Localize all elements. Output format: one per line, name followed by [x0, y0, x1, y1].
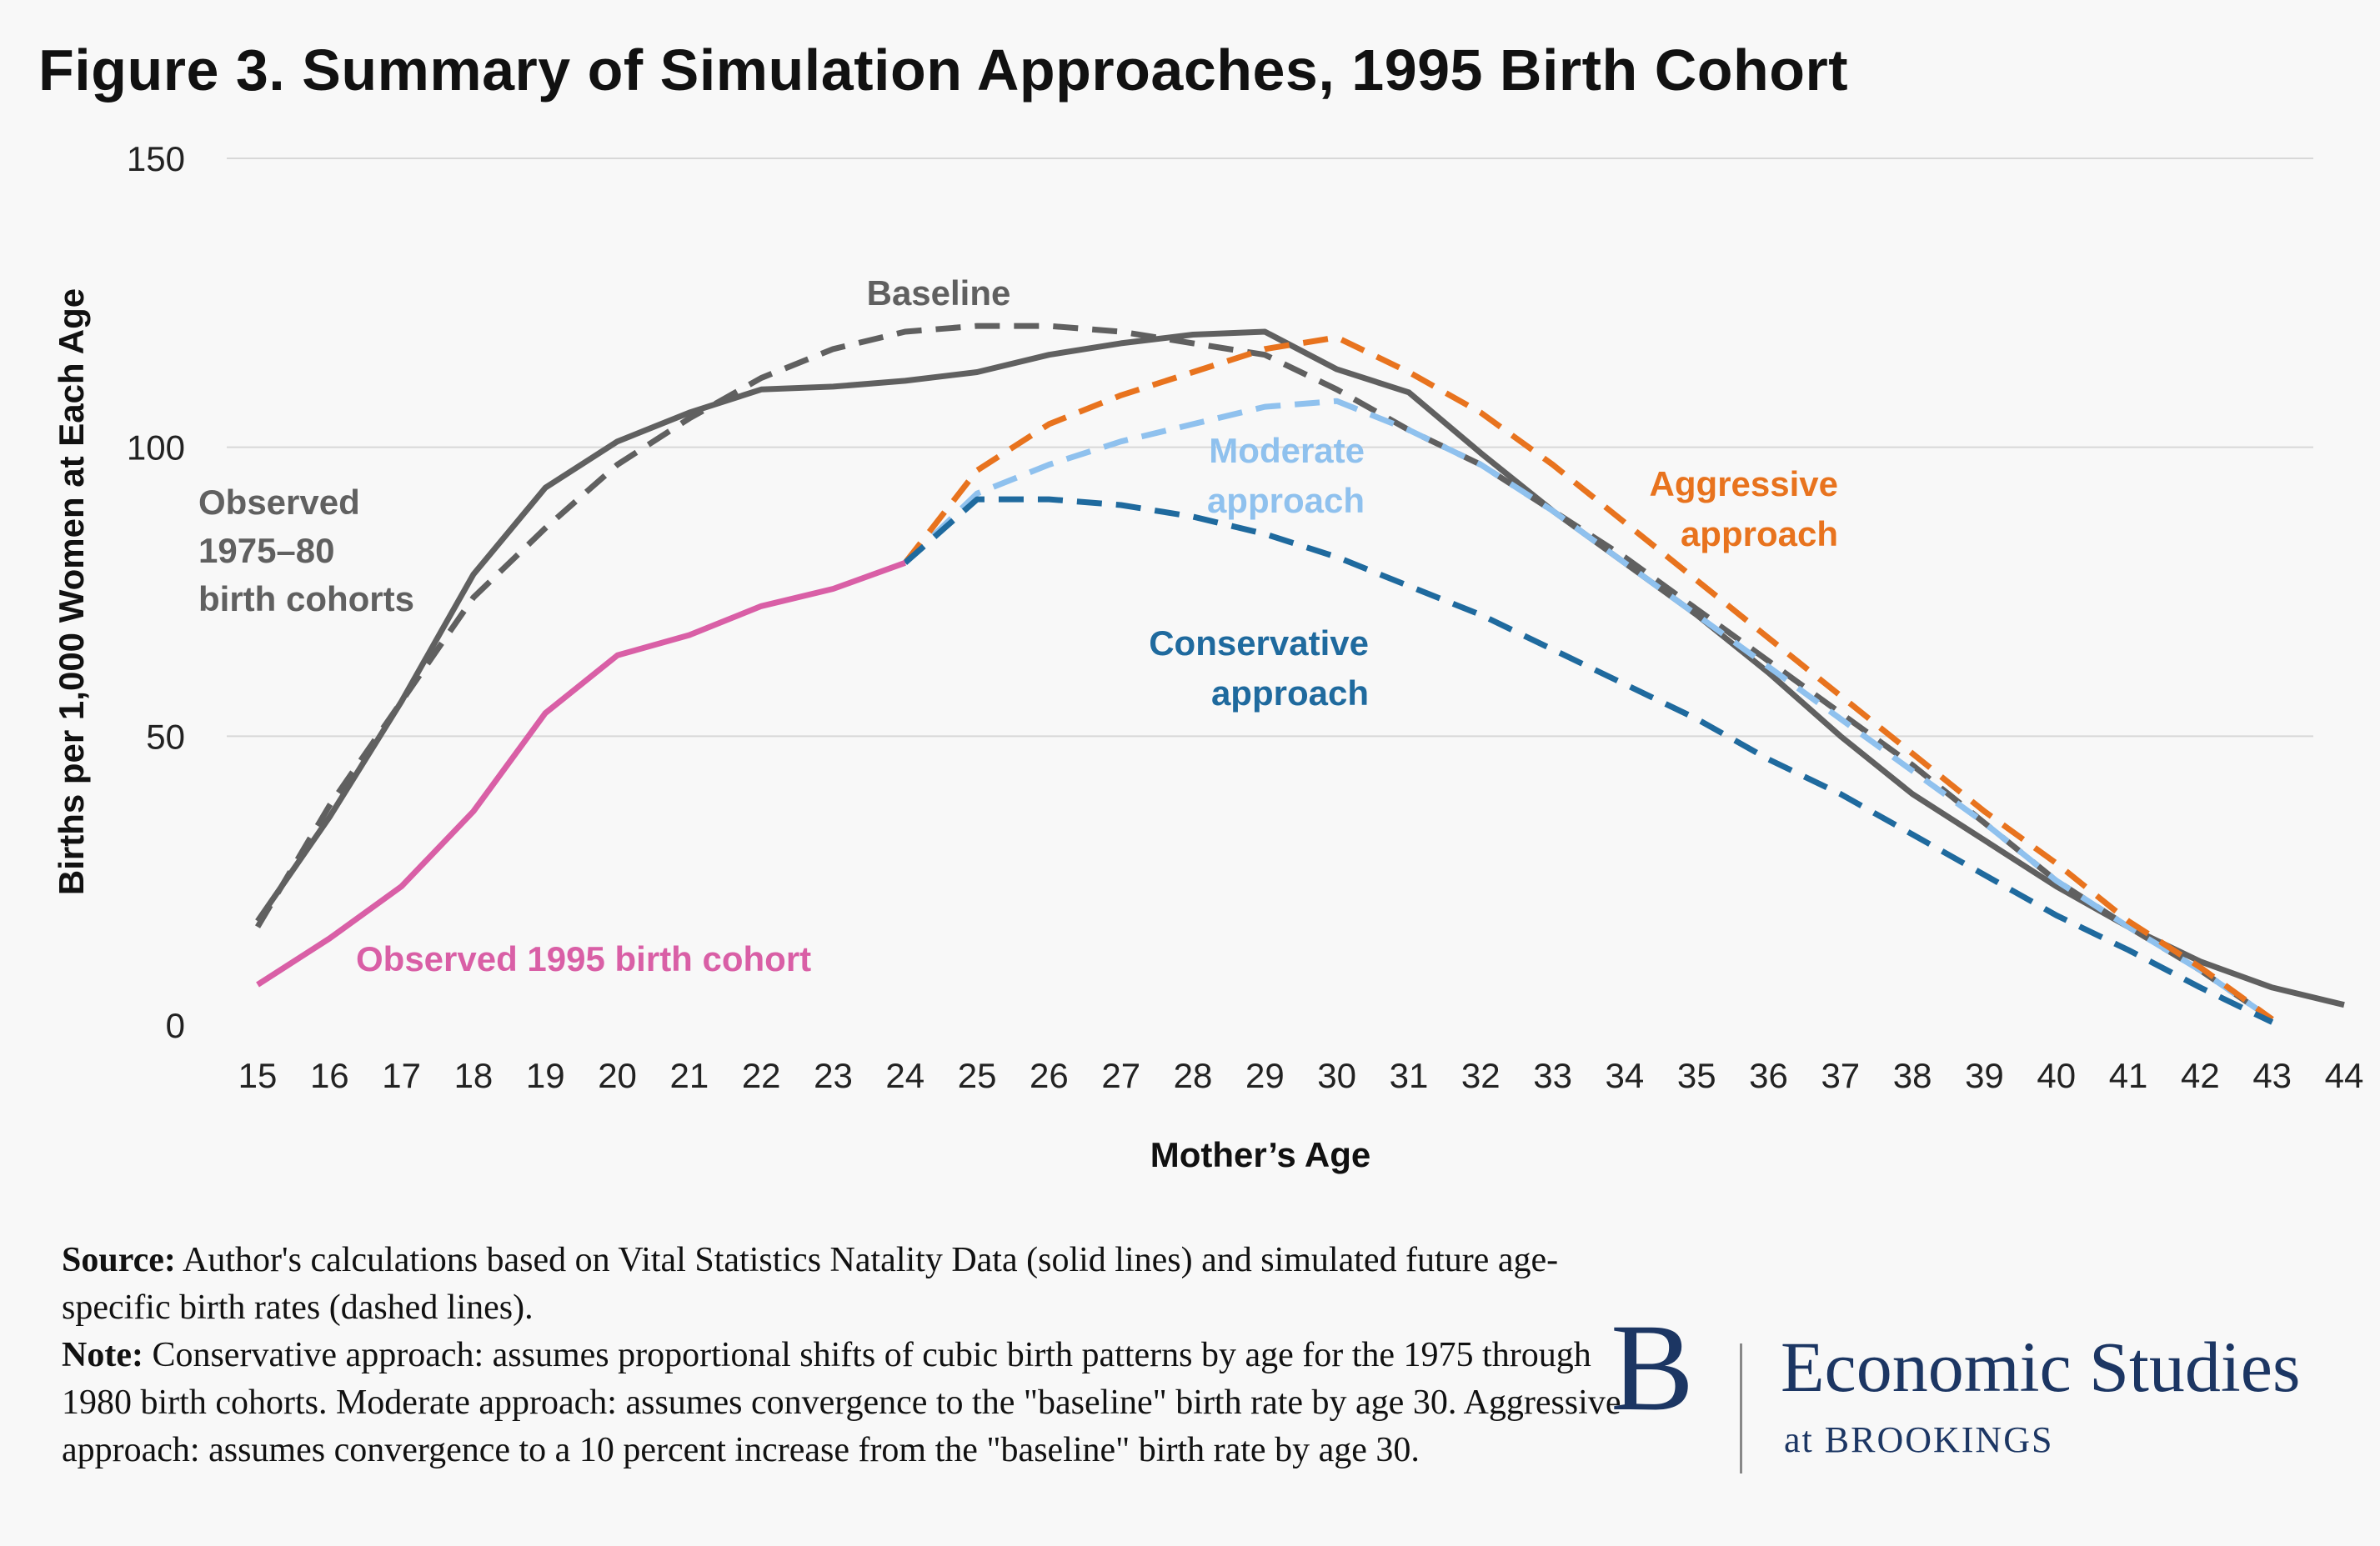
series-label-3: Conservative approach — [1149, 623, 1369, 713]
x-tick-33: 33 — [1533, 1056, 1572, 1095]
chart-notes: Source: Author's calculations based on V… — [62, 1237, 1629, 1474]
x-tick-30: 30 — [1317, 1056, 1356, 1095]
x-tick-17: 17 — [382, 1056, 421, 1095]
logo-sub-text: at BROOKINGS — [1784, 1419, 2054, 1460]
x-tick-35: 35 — [1677, 1056, 1716, 1095]
y-tick-50: 50 — [146, 717, 185, 756]
x-tick-36: 36 — [1749, 1056, 1788, 1095]
series-label-1: Baseline — [867, 273, 1011, 313]
x-tick-26: 26 — [1030, 1056, 1069, 1095]
series-line-2 — [256, 560, 906, 988]
chart-title: Figure 3. Summary of Simulation Approach… — [38, 38, 1849, 103]
x-tick-15: 15 — [238, 1056, 278, 1095]
series-label-5: Aggressive approach — [1650, 464, 1838, 553]
series-line-4 — [903, 398, 2274, 1022]
x-tick-37: 37 — [1821, 1056, 1860, 1095]
x-tick-40: 40 — [2037, 1056, 2076, 1095]
logo-main-text: Economic Studies — [1781, 1327, 2301, 1407]
note-text: Conservative approach: assumes proportio… — [62, 1336, 1621, 1469]
series-label-line: approach — [1207, 481, 1365, 520]
source-text: Author's calculations based on Vital Sta… — [62, 1241, 1559, 1327]
series-label-line: Observed — [198, 483, 360, 522]
x-tick-18: 18 — [454, 1056, 494, 1095]
x-tick-31: 31 — [1390, 1056, 1429, 1095]
series-label-0: Observed 1975–80 birth cohorts — [198, 483, 414, 618]
y-tick-0: 0 — [166, 1006, 185, 1045]
brookings-logo-letter: B — [1611, 1298, 1695, 1437]
x-axis-label: Mother’s Age — [1150, 1135, 1370, 1174]
x-tick-28: 28 — [1174, 1056, 1213, 1095]
series-label-line: Moderate — [1209, 431, 1365, 470]
x-tick-39: 39 — [1965, 1056, 2004, 1095]
y-tick-100: 100 — [127, 428, 185, 468]
series-line-0 — [255, 328, 2345, 1008]
x-tick-labels: 15 16 17 18 19 20 21 22 23 24 25 26 27 28 29 30 31 32 33 34… — [238, 1056, 2364, 1095]
y-tick-150: 150 — [127, 139, 185, 178]
y-tick-labels: 0 50 100 150 — [127, 139, 185, 1045]
x-tick-27: 27 — [1101, 1056, 1140, 1095]
series-label-line: Baseline — [867, 273, 1011, 313]
x-tick-23: 23 — [814, 1056, 853, 1095]
x-tick-16: 16 — [310, 1056, 349, 1095]
x-tick-29: 29 — [1245, 1056, 1285, 1095]
y-axis-label: Births per 1,000 Women at Each Age — [52, 288, 91, 895]
series-label-line: 1975–80 — [198, 531, 335, 570]
series-lines — [254, 323, 2345, 1025]
x-tick-32: 32 — [1461, 1056, 1501, 1095]
logo-divider — [1740, 1343, 1742, 1473]
source-label: Source: — [62, 1241, 176, 1279]
series-labels: Observed 1975–80 birth cohorts Baseline Obse… — [198, 273, 1838, 978]
x-tick-41: 41 — [2109, 1056, 2148, 1095]
series-label-line: birth cohorts — [198, 579, 414, 618]
x-tick-20: 20 — [598, 1056, 637, 1095]
series-line-1 — [254, 323, 2274, 1022]
x-tick-21: 21 — [670, 1056, 709, 1095]
series-label-line: approach — [1211, 673, 1369, 713]
series-label-4: Moderate approach — [1207, 431, 1365, 520]
series-line-5 — [903, 334, 2274, 1022]
line-chart: 0 50 100 150 15 16 17 18 19 20 21 22 23 24 25 26 27 28 29… — [52, 139, 2364, 1174]
x-tick-25: 25 — [958, 1056, 997, 1095]
series-line-3 — [903, 496, 2274, 1025]
series-label-line: Aggressive — [1650, 464, 1838, 503]
x-tick-34: 34 — [1606, 1056, 1645, 1095]
x-tick-24: 24 — [885, 1056, 924, 1095]
x-tick-22: 22 — [742, 1056, 781, 1095]
note-label: Note: — [62, 1336, 143, 1374]
grid-lines — [227, 158, 2313, 738]
x-tick-43: 43 — [2252, 1056, 2292, 1095]
x-tick-38: 38 — [1893, 1056, 1932, 1095]
series-label-line: approach — [1681, 514, 1838, 553]
series-label-line: Conservative — [1149, 623, 1369, 663]
x-tick-42: 42 — [2181, 1056, 2220, 1095]
series-label-line: Observed 1995 birth cohort — [356, 939, 811, 978]
series-label-2: Observed 1995 birth cohort — [356, 939, 811, 978]
x-tick-44: 44 — [2325, 1056, 2364, 1095]
x-tick-19: 19 — [526, 1056, 565, 1095]
